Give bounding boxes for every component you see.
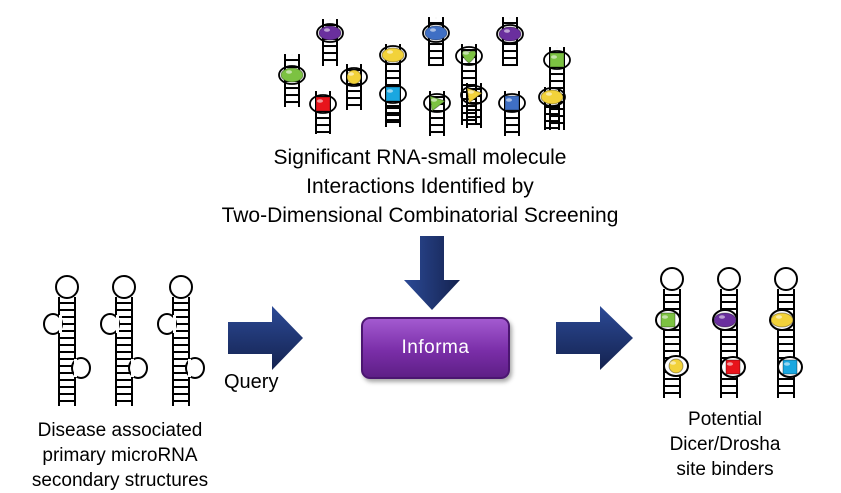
small-molecule-icon: [782, 359, 798, 375]
query-label: Query: [224, 371, 279, 393]
binding-site-icon: [316, 23, 344, 43]
binding-site-icon: [379, 84, 407, 104]
rna-hairpin-icon: [157, 275, 205, 406]
rna-hairpin-icon: [717, 267, 741, 398]
query-arrow-icon: [228, 306, 303, 370]
binding-site-icon: [309, 94, 337, 114]
binder-structures: [655, 267, 803, 398]
rna-ligand-library: [278, 17, 571, 136]
binding-site-icon: [460, 85, 488, 105]
disease-label-line: secondary structures: [31, 470, 209, 491]
rna-hairpin-icon: [660, 267, 684, 398]
informa-box: Informa: [361, 317, 510, 379]
informa-label: Informa: [401, 337, 470, 358]
binding-site-icon: [498, 93, 526, 113]
binders-label-line: site binders: [676, 459, 774, 480]
disease-label-line: Disease associated: [37, 420, 203, 441]
binding-site-icon: [496, 24, 524, 44]
small-molecule-icon: [725, 359, 741, 375]
rna-hairpin-icon: [774, 267, 798, 398]
output-arrow-icon: [556, 306, 633, 370]
disease-label-line: primary microRNA: [42, 445, 198, 466]
binding-site-icon: [543, 50, 571, 70]
binding-site-icon: [340, 67, 368, 87]
rna-hairpin-icon: [100, 275, 148, 406]
small-molecule-icon: [381, 47, 405, 63]
binders-label-line: Potential: [688, 409, 762, 430]
binding-site-icon: [379, 45, 407, 65]
small-molecule-icon: [429, 95, 447, 112]
small-molecule-icon: [315, 96, 331, 112]
screening-title-line: Two-Dimensional Combinatorial Screening: [221, 204, 619, 227]
small-molecule-icon: [498, 26, 522, 42]
small-molecule-icon: [318, 25, 342, 41]
binding-site-icon: [455, 46, 483, 66]
small-molecule-icon: [540, 89, 564, 105]
small-molecule-icon: [424, 25, 448, 41]
small-molecule-icon: [549, 52, 565, 68]
small-molecule-icon: [466, 87, 484, 104]
small-molecule-icon: [660, 312, 676, 328]
small-molecule-icon: [461, 50, 477, 64]
binding-site-icon: [278, 65, 306, 85]
small-molecule-icon: [385, 86, 401, 102]
screening-title-line: Significant RNA-small molecule: [273, 146, 567, 169]
rna-hairpin-icon: [43, 275, 91, 406]
screening-title-line: Interactions Identified by: [306, 175, 534, 198]
binders-label: Potential Dicer/Drosha site binders: [640, 407, 810, 482]
down-arrow-icon: [404, 236, 460, 310]
binding-site-icon: [422, 23, 450, 43]
small-molecule-icon: [504, 95, 520, 111]
screening-title: Significant RNA-small molecule Interacti…: [170, 143, 670, 230]
small-molecule-icon: [770, 312, 794, 328]
small-molecule-icon: [280, 67, 304, 83]
rna-hairpin-icon: [429, 91, 445, 136]
small-molecule-icon: [713, 312, 737, 328]
binding-site-icon: [423, 93, 451, 113]
small-molecule-icon: [668, 358, 684, 374]
microrna-structures: [43, 275, 205, 406]
binding-site-icon: [538, 87, 566, 107]
binders-label-line: Dicer/Drosha: [669, 434, 781, 455]
disease-microrna-label: Disease associated primary microRNA seco…: [0, 418, 240, 493]
small-molecule-icon: [346, 69, 362, 85]
